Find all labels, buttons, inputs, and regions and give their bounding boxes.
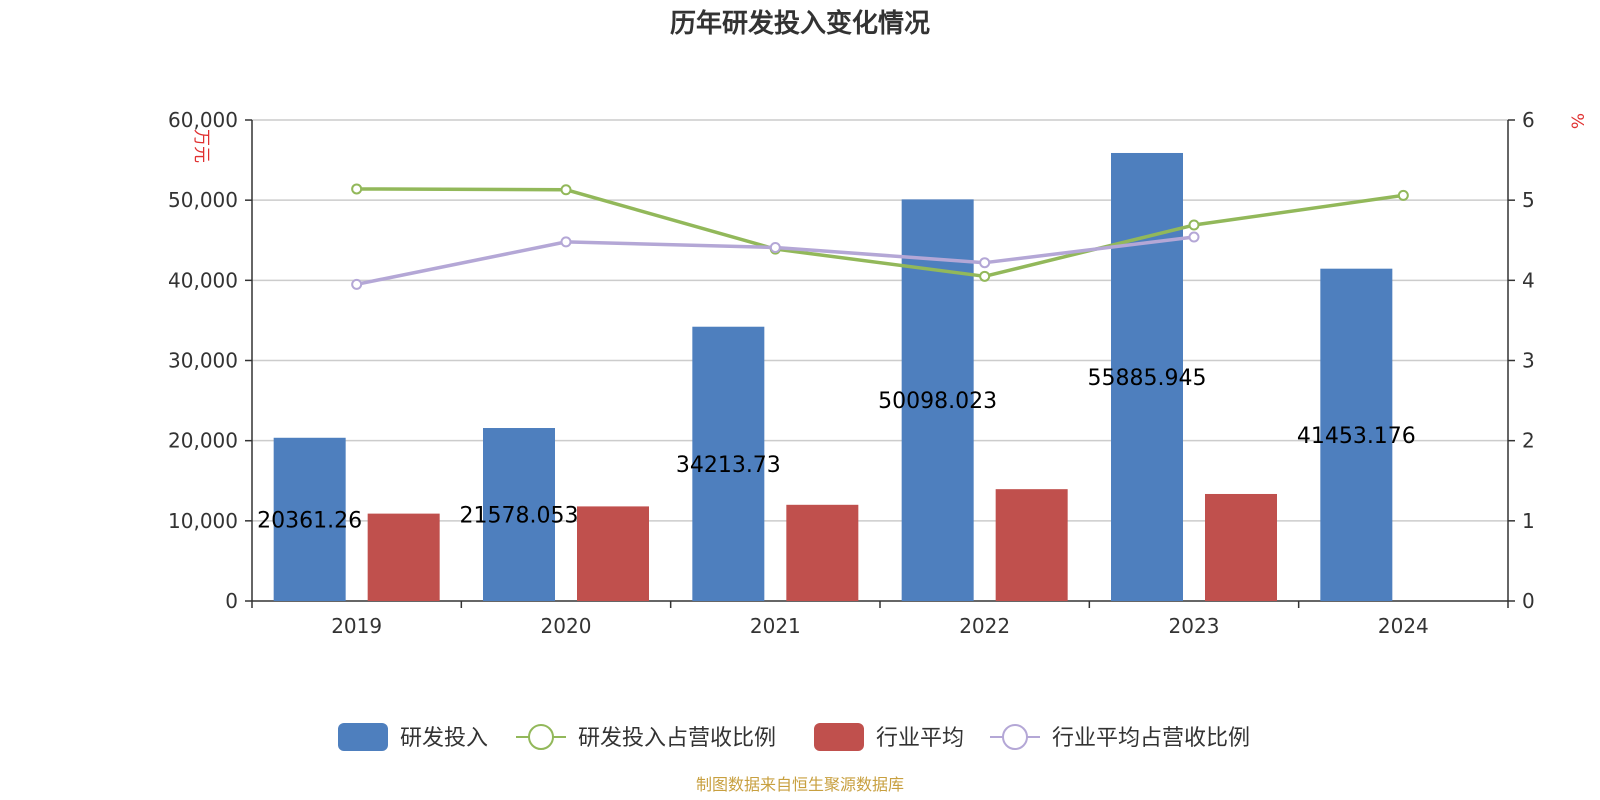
source-note: 制图数据来自恒生聚源数据库 — [696, 775, 904, 794]
line-point-1 — [351, 183, 363, 195]
y-left-tick-label: 30,000 — [168, 349, 238, 373]
legend-label: 行业平均 — [876, 726, 964, 751]
y-left-tick-label: 20,000 — [168, 429, 238, 453]
lines — [351, 183, 1409, 290]
y-right-tick-label: 1 — [1522, 509, 1535, 533]
bar-0 — [273, 437, 346, 601]
y-left-tick-label: 10,000 — [168, 509, 238, 533]
line-point-1 — [1188, 219, 1200, 231]
y-left-unit: 万元 — [191, 129, 211, 163]
line-1 — [356, 187, 1404, 279]
bar-2 — [577, 506, 649, 601]
bar-0 — [483, 428, 555, 601]
x-tick-label: 2024 — [1378, 614, 1429, 638]
y-right-tick-label: 0 — [1522, 589, 1535, 613]
y-left-tick-label: 60,000 — [168, 108, 238, 132]
line-point-1 — [560, 184, 572, 196]
legend: 研发投入 研发投入占营收比例 行业平均 行业平均占营收比例 — [338, 723, 1250, 751]
grid-lines — [252, 119, 1508, 522]
bar-2 — [1205, 493, 1277, 601]
y-left-tick-label: 40,000 — [168, 268, 238, 292]
legend-swatch-bar — [338, 723, 388, 751]
y-right-unit: % — [1569, 113, 1589, 129]
legend-label: 研发投入占营收比例 — [578, 726, 776, 751]
line-point-3 — [351, 278, 363, 290]
data-label: 20361.26 — [257, 508, 362, 533]
bar-0 — [1320, 268, 1393, 601]
y-right-tick-label: 6 — [1522, 108, 1535, 132]
line-point-1 — [979, 270, 991, 282]
y-right-tick-label: 3 — [1522, 349, 1535, 373]
bar-2 — [786, 504, 859, 601]
line-point-1 — [1397, 189, 1409, 201]
line-point-3 — [560, 236, 572, 248]
x-tick-label: 2023 — [1169, 614, 1220, 638]
x-tick-label: 2022 — [959, 614, 1010, 638]
legend-swatch-marker — [528, 724, 554, 750]
x-tick-label: 2021 — [750, 614, 801, 638]
line-point-3 — [1188, 231, 1200, 243]
bar-0 — [692, 326, 765, 601]
bar-2 — [367, 513, 440, 601]
data-label: 41453.176 — [1297, 424, 1416, 449]
line-point-3 — [769, 241, 781, 253]
data-label: 21578.053 — [460, 504, 579, 529]
legend-label: 行业平均占营收比例 — [1052, 726, 1250, 751]
axes: 0 10,000 20,000 30,000 40,000 50,000 60,000 0 1 2… — [168, 108, 1589, 638]
y-left-tick-label: 50,000 — [168, 188, 238, 212]
legend-swatch-bar — [814, 723, 864, 751]
bar-2 — [995, 489, 1068, 601]
x-tick-label: 2020 — [541, 614, 592, 638]
y-left-tick-label: 0 — [225, 589, 238, 613]
data-label: 34213.73 — [676, 453, 781, 478]
line-point-3 — [979, 257, 991, 269]
y-right-tick-label: 4 — [1522, 268, 1535, 292]
bar-0 — [1111, 152, 1183, 601]
legend-label: 研发投入 — [400, 726, 488, 751]
y-right-tick-label: 5 — [1522, 188, 1535, 212]
data-label: 55885.945 — [1088, 366, 1207, 391]
y-right-tick-label: 2 — [1522, 429, 1535, 453]
data-labels: 20361.26 21578.053 34213.73 50098.023 55885.… — [257, 366, 1416, 533]
legend-swatch-marker — [1002, 724, 1028, 750]
x-tick-label: 2019 — [331, 614, 382, 638]
chart-title: 历年研发投入变化情况 — [670, 8, 930, 39]
data-label: 50098.023 — [878, 389, 997, 414]
